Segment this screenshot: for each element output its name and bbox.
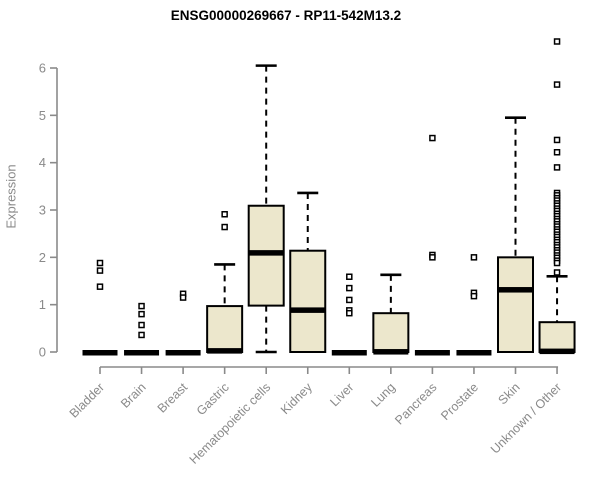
outlier-point (346, 273, 353, 280)
outlier-point (138, 331, 145, 339)
outlier-point (221, 211, 228, 218)
y-tick-label: 3 (39, 203, 46, 218)
outlier-point (553, 259, 561, 267)
median-line (331, 350, 367, 356)
box-group (414, 134, 450, 356)
x-tick-label: Pancreas (392, 380, 439, 427)
outlier-point (553, 38, 561, 45)
y-tick-label: 0 (39, 345, 46, 360)
y-tick-label: 2 (39, 250, 46, 265)
x-tick-label: Gastric (194, 380, 232, 418)
box-group (82, 259, 118, 356)
iqr-box (289, 249, 327, 353)
chart-title: ENSG00000269667 - RP11-542M13.2 (170, 8, 402, 23)
outlier-point (346, 309, 353, 317)
median-line (248, 250, 284, 256)
x-tick-label: Breast (155, 380, 191, 416)
x-tick-label: Bladder (67, 380, 107, 420)
y-tick-label: 6 (39, 61, 46, 76)
box-group (538, 38, 576, 355)
box-group (165, 290, 201, 356)
outlier-point (470, 254, 478, 261)
box-group (289, 191, 327, 353)
outlier-point (470, 292, 478, 300)
iqr-box (247, 204, 285, 307)
outlier-point (553, 136, 561, 144)
outlier-point (429, 134, 436, 142)
outlier-point (346, 296, 353, 304)
box-group (456, 254, 492, 356)
outlier-point (96, 259, 104, 267)
outlier-point (553, 81, 561, 88)
y-tick-label: 5 (39, 108, 46, 123)
x-tick-label: Hematopoietic cells (187, 380, 274, 467)
outlier-point (221, 223, 228, 231)
x-tick-label: Kidney (278, 380, 315, 417)
box-group (124, 302, 160, 356)
iqr-box (206, 305, 244, 353)
median-line (539, 348, 575, 355)
outlier-point (346, 284, 353, 292)
iqr-box (372, 312, 410, 354)
outlier-point (138, 302, 145, 310)
outlier-point (429, 254, 436, 261)
median-line (82, 350, 118, 356)
y-tick-label: 1 (39, 297, 46, 312)
median-line (456, 350, 492, 356)
median-line (373, 349, 409, 355)
x-tick-label: Unknown / Other (488, 380, 564, 456)
median-line (207, 348, 243, 354)
outlier-point (553, 164, 561, 171)
iqr-box (538, 321, 576, 353)
median-line (165, 350, 201, 356)
outlier-point (138, 321, 145, 329)
box-group (331, 273, 367, 356)
median-line (290, 307, 326, 313)
y-tick-label: 4 (39, 155, 46, 170)
x-tick-label: Liver (327, 380, 356, 409)
outlier-point (553, 269, 561, 276)
outlier-point (138, 310, 145, 318)
outlier-point (553, 149, 561, 156)
x-tick-label: Prostate (438, 380, 481, 423)
box-group (372, 273, 410, 355)
outlier-point (96, 267, 104, 274)
median-line (124, 350, 160, 356)
x-tick-label: Brain (118, 380, 149, 411)
y-axis-title: Expression (3, 164, 19, 229)
box-group (247, 64, 285, 354)
x-tick-label: Skin (496, 380, 523, 407)
median-line (498, 287, 533, 293)
iqr-box (497, 256, 534, 354)
outlier-point (179, 294, 187, 301)
box-group (206, 211, 244, 354)
box-group (497, 116, 534, 354)
outlier-point (96, 283, 104, 290)
x-tick-label: Lung (368, 380, 398, 410)
median-line (414, 350, 450, 356)
